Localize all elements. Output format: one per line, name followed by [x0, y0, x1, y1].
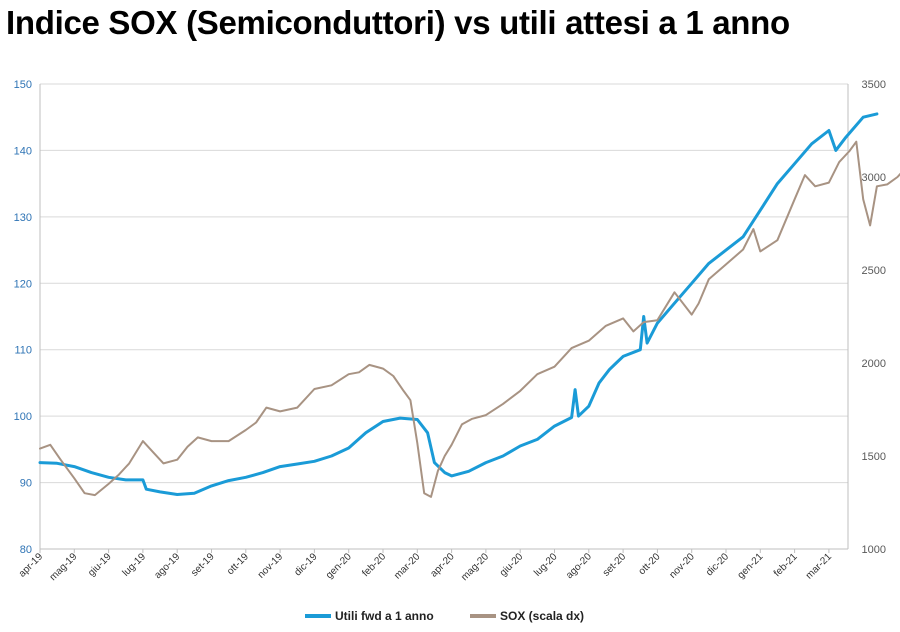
x-tick-label: feb-20: [360, 551, 388, 579]
left-tick-label: 110: [14, 345, 32, 357]
x-tick-label: feb-21: [772, 551, 800, 579]
x-tick-label: lug-19: [121, 551, 149, 579]
left-tick-label: 120: [14, 278, 32, 290]
right-tick-label: 1000: [862, 544, 886, 556]
left-tick-label: 90: [20, 478, 32, 490]
x-tick-label: ago-20: [564, 551, 594, 581]
x-tick-label: mar-20: [392, 551, 422, 581]
left-tick-label: 80: [20, 544, 32, 556]
x-tick-label: dic-20: [704, 551, 731, 578]
series-line-utili-fwd: [38, 112, 879, 496]
left-tick-label: 140: [14, 145, 32, 157]
x-tick-label: mar-21: [804, 551, 834, 581]
legend-label: Utili fwd a 1 anno: [335, 609, 434, 623]
x-tick-label: apr-20: [429, 551, 458, 580]
axes: [39, 84, 849, 550]
x-tick-label: giu-20: [498, 551, 526, 579]
right-tick-label: 3500: [862, 79, 886, 91]
left-axis-ticks: 80 90 100 110 120 130 140 150: [14, 79, 32, 556]
x-tick-label: giu-19: [86, 551, 114, 579]
chart-title: Indice SOX (Semiconduttori) vs utili att…: [6, 4, 790, 41]
series-line-sox: [39, 140, 900, 498]
x-tick-label: ago-19: [153, 551, 183, 581]
right-tick-label: 2500: [862, 265, 886, 277]
x-tick-label: ott-19: [225, 551, 251, 577]
x-tick-label: set-19: [189, 551, 217, 579]
x-tick-label: ott-20: [637, 551, 663, 577]
x-tick-label: mag-19: [48, 551, 80, 583]
right-tick-label: 1500: [862, 451, 886, 463]
left-tick-label: 150: [14, 79, 32, 91]
x-axis-ticks: apr-19 mag-19 giu-19 lug-19 ago-19 set-19 ott-…: [17, 549, 834, 583]
x-tick-label: mag-20: [459, 551, 491, 583]
right-tick-label: 2000: [862, 358, 886, 370]
x-tick-label: nov-20: [667, 551, 697, 581]
x-tick-label: set-20: [601, 551, 629, 579]
x-tick-label: gen-21: [736, 551, 766, 581]
left-tick-label: 100: [14, 411, 32, 423]
series-lines: [38, 112, 900, 498]
left-tick-label: 130: [14, 212, 32, 224]
right-axis-ticks: 1000 1500 2000 2500 3000 3500: [862, 79, 886, 556]
legend: Utili fwd a 1 anno SOX (scala dx): [305, 609, 584, 623]
gridlines: [40, 83, 848, 484]
x-tick-label: lug-20: [532, 551, 560, 579]
x-tick-label: gen-20: [324, 551, 354, 581]
x-tick-label: dic-19: [292, 551, 319, 578]
right-tick-label: 3000: [862, 172, 886, 184]
legend-label: SOX (scala dx): [500, 609, 584, 623]
x-tick-label: nov-19: [256, 551, 286, 581]
